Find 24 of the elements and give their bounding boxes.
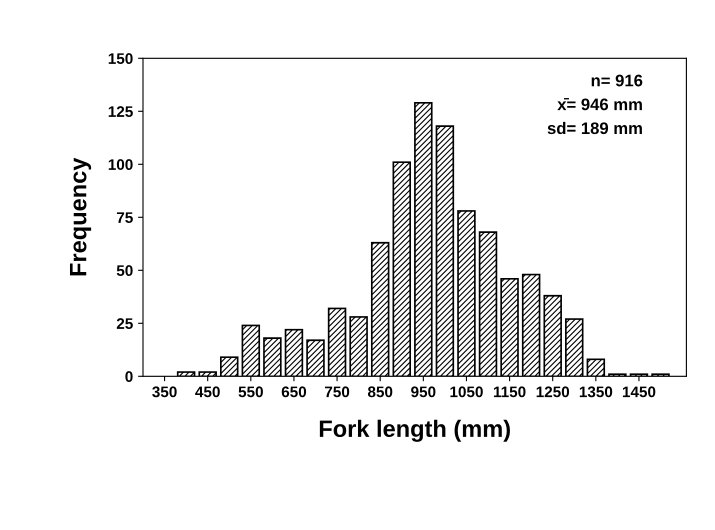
x-tick-label: 1350: [580, 386, 612, 398]
y-axis-title: Frequency: [70, 158, 92, 276]
y-tick-label: 0: [125, 371, 133, 382]
annotation: x̄= 946 mm: [557, 98, 642, 110]
x-tick-label: 950: [411, 386, 436, 398]
x-tick-label: 450: [195, 386, 220, 398]
y-tick-label: 125: [108, 106, 133, 117]
x-axis-title: Fork length (mm): [320, 420, 510, 442]
x-tick-label: 350: [152, 386, 177, 398]
y-tick-label: 75: [116, 212, 133, 223]
x-tick-label: 1450: [622, 386, 656, 398]
x-tick-label: 1250: [536, 386, 570, 398]
y-tick-label: 150: [108, 53, 133, 64]
x-tick-label: 750: [324, 386, 350, 398]
y-tick-label: 100: [108, 159, 133, 170]
annotation: n= 916: [592, 74, 642, 86]
x-tick-label: 1150: [494, 386, 526, 398]
x-tick-label: 1050: [450, 386, 483, 398]
x-tick-label: 850: [368, 386, 392, 398]
y-tick-label: 50: [116, 265, 133, 276]
annotation: sd= 189 mm: [548, 122, 642, 134]
x-tick-label: 650: [282, 386, 306, 398]
x-tick-label: 550: [238, 386, 263, 398]
y-tick-label: 25: [116, 318, 133, 329]
